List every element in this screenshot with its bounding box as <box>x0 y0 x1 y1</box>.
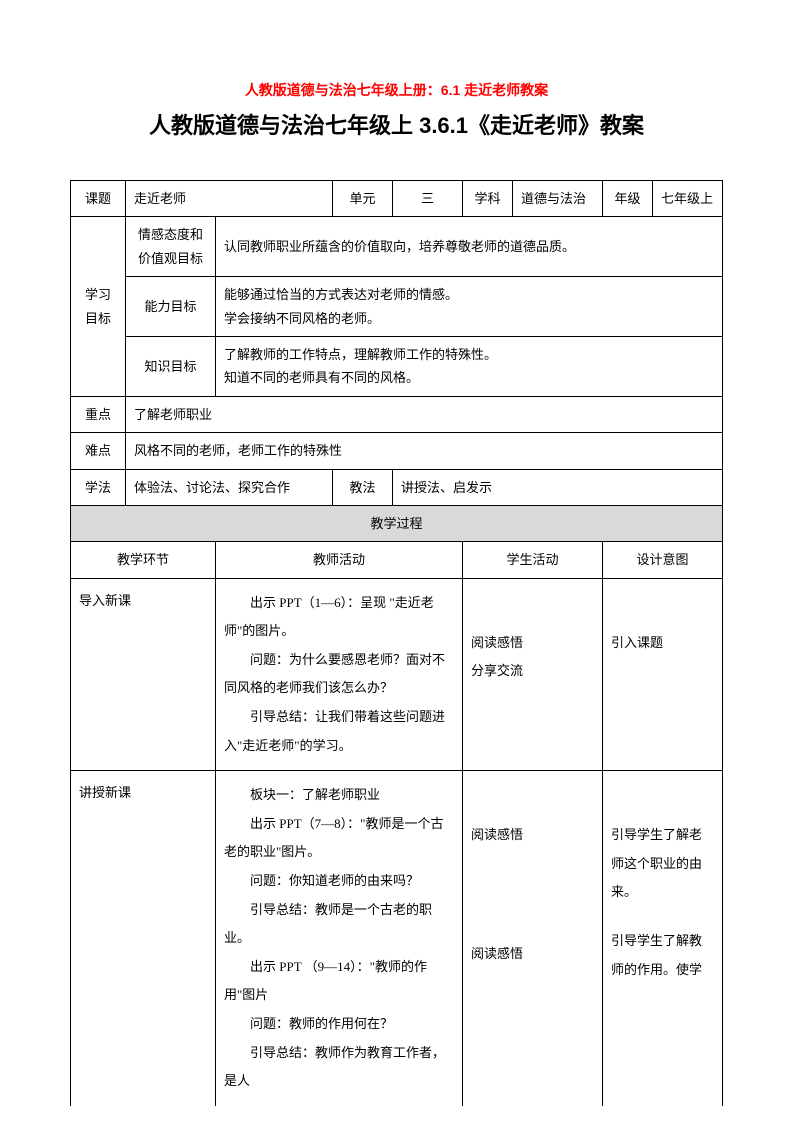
obj2-content: 能够通过恰当的方式表达对老师的情感。 学会接纳不同风格的老师。 <box>216 277 723 337</box>
lecture-student: 阅读感悟 阅读感悟 <box>463 771 603 1106</box>
process-columns-row: 教学环节 教师活动 学生活动 设计意图 <box>71 542 723 578</box>
lecture-line-4: 引导总结：教师是一个古老的职业。 <box>224 896 454 953</box>
keypoint-label: 重点 <box>71 396 126 432</box>
col-teacher: 教师活动 <box>216 542 463 578</box>
intro-intent: 引入课题 <box>603 578 723 771</box>
lecture-teacher: 板块一：了解老师职业 出示 PPT（7—8）："教师是一个古老的职业"图片。 问… <box>216 771 463 1106</box>
difficult-label: 难点 <box>71 433 126 469</box>
difficult-row: 难点 风格不同的老师，老师工作的特殊性 <box>71 433 723 469</box>
teach-method-label: 教法 <box>333 469 393 505</box>
keypoint-content: 了解老师职业 <box>126 396 723 432</box>
topic-label: 课题 <box>71 181 126 217</box>
lecture-line-5: 出示 PPT （9—14）："教师的作用"图片 <box>224 953 454 1010</box>
subject-value: 道德与法治 <box>513 181 603 217</box>
col-student: 学生活动 <box>463 542 603 578</box>
methods-row: 学法 体验法、讨论法、探究合作 教法 讲授法、启发示 <box>71 469 723 505</box>
lecture-line-2: 出示 PPT（7—8）："教师是一个古老的职业"图片。 <box>224 810 454 867</box>
lesson-plan-table: 课题 走近老师 单元 三 学科 道德与法治 年级 七年级上 学习目标 情感态度和… <box>70 180 723 1106</box>
objective-row-2: 能力目标 能够通过恰当的方式表达对老师的情感。 学会接纳不同风格的老师。 <box>71 277 723 337</box>
lecture-intent-1: 引导学生了解老师这个职业的由来。 <box>611 821 714 907</box>
lecture-row: 讲授新课 板块一：了解老师职业 出示 PPT（7—8）："教师是一个古老的职业"… <box>71 771 723 1106</box>
grade-value: 七年级上 <box>653 181 723 217</box>
lecture-line-3: 问题：你知道老师的由来吗？ <box>224 867 454 896</box>
lecture-student-2: 阅读感悟 <box>471 940 594 969</box>
intro-teacher: 出示 PPT（1—6）：呈现 "走近老师"的图片。 问题：为什么要感恩老师？面对… <box>216 578 463 771</box>
objective-row-1: 学习目标 情感态度和价值观目标 认同教师职业所蕴含的价值取向，培养尊敬老师的道德… <box>71 217 723 277</box>
obj3-label: 知识目标 <box>126 336 216 396</box>
intro-student: 阅读感悟 分享交流 <box>463 578 603 771</box>
process-header: 教学过程 <box>71 505 723 541</box>
info-row: 课题 走近老师 单元 三 学科 道德与法治 年级 七年级上 <box>71 181 723 217</box>
obj3-content: 了解教师的工作特点，理解教师工作的特殊性。 知道不同的老师具有不同的风格。 <box>216 336 723 396</box>
teach-method-value: 讲授法、启发示 <box>393 469 723 505</box>
lecture-line-1: 板块一：了解老师职业 <box>224 781 454 810</box>
difficult-content: 风格不同的老师，老师工作的特殊性 <box>126 433 723 469</box>
lecture-intent: 引导学生了解老师这个职业的由来。 引导学生了解教师的作用。使学 <box>603 771 723 1106</box>
grade-label: 年级 <box>603 181 653 217</box>
col-phase: 教学环节 <box>71 542 216 578</box>
process-header-row: 教学过程 <box>71 505 723 541</box>
page-container: 人教版道德与法治七年级上册：6.1 走近老师教案 人教版道德与法治七年级上 3.… <box>0 0 793 1146</box>
lecture-student-1: 阅读感悟 <box>471 821 594 850</box>
lecture-intent-2: 引导学生了解教师的作用。使学 <box>611 927 714 984</box>
obj1-label: 情感态度和价值观目标 <box>126 217 216 277</box>
intro-line-1: 出示 PPT（1—6）：呈现 "走近老师"的图片。 <box>224 589 454 646</box>
subject-label: 学科 <box>463 181 513 217</box>
lecture-phase: 讲授新课 <box>71 771 216 1106</box>
objectives-label: 学习目标 <box>71 217 126 396</box>
lecture-line-6: 问题：教师的作用何在？ <box>224 1010 454 1039</box>
main-title: 人教版道德与法治七年级上 3.6.1《走近老师》教案 <box>70 108 723 140</box>
study-method-value: 体验法、讨论法、探究合作 <box>126 469 333 505</box>
unit-label: 单元 <box>333 181 393 217</box>
intro-line-4: 引导总结：让我们带着这些问题进入"走近老师"的学习。 <box>224 703 454 760</box>
intro-line-2: 问题：为什么要感恩老师？面对不同风格的老师我们该怎么办？ <box>224 646 454 703</box>
topic-value: 走近老师 <box>126 181 333 217</box>
intro-phase: 导入新课 <box>71 578 216 771</box>
keypoint-row: 重点 了解老师职业 <box>71 396 723 432</box>
unit-value: 三 <box>393 181 463 217</box>
red-header-title: 人教版道德与法治七年级上册：6.1 走近老师教案 <box>70 80 723 100</box>
intro-row: 导入新课 出示 PPT（1—6）：呈现 "走近老师"的图片。 问题：为什么要感恩… <box>71 578 723 771</box>
lecture-line-7: 引导总结：教师作为教育工作者，是人 <box>224 1039 454 1096</box>
study-method-label: 学法 <box>71 469 126 505</box>
obj2-label: 能力目标 <box>126 277 216 337</box>
objective-row-3: 知识目标 了解教师的工作特点，理解教师工作的特殊性。 知道不同的老师具有不同的风… <box>71 336 723 396</box>
col-intent: 设计意图 <box>603 542 723 578</box>
obj1-content: 认同教师职业所蕴含的价值取向，培养尊敬老师的道德品质。 <box>216 217 723 277</box>
